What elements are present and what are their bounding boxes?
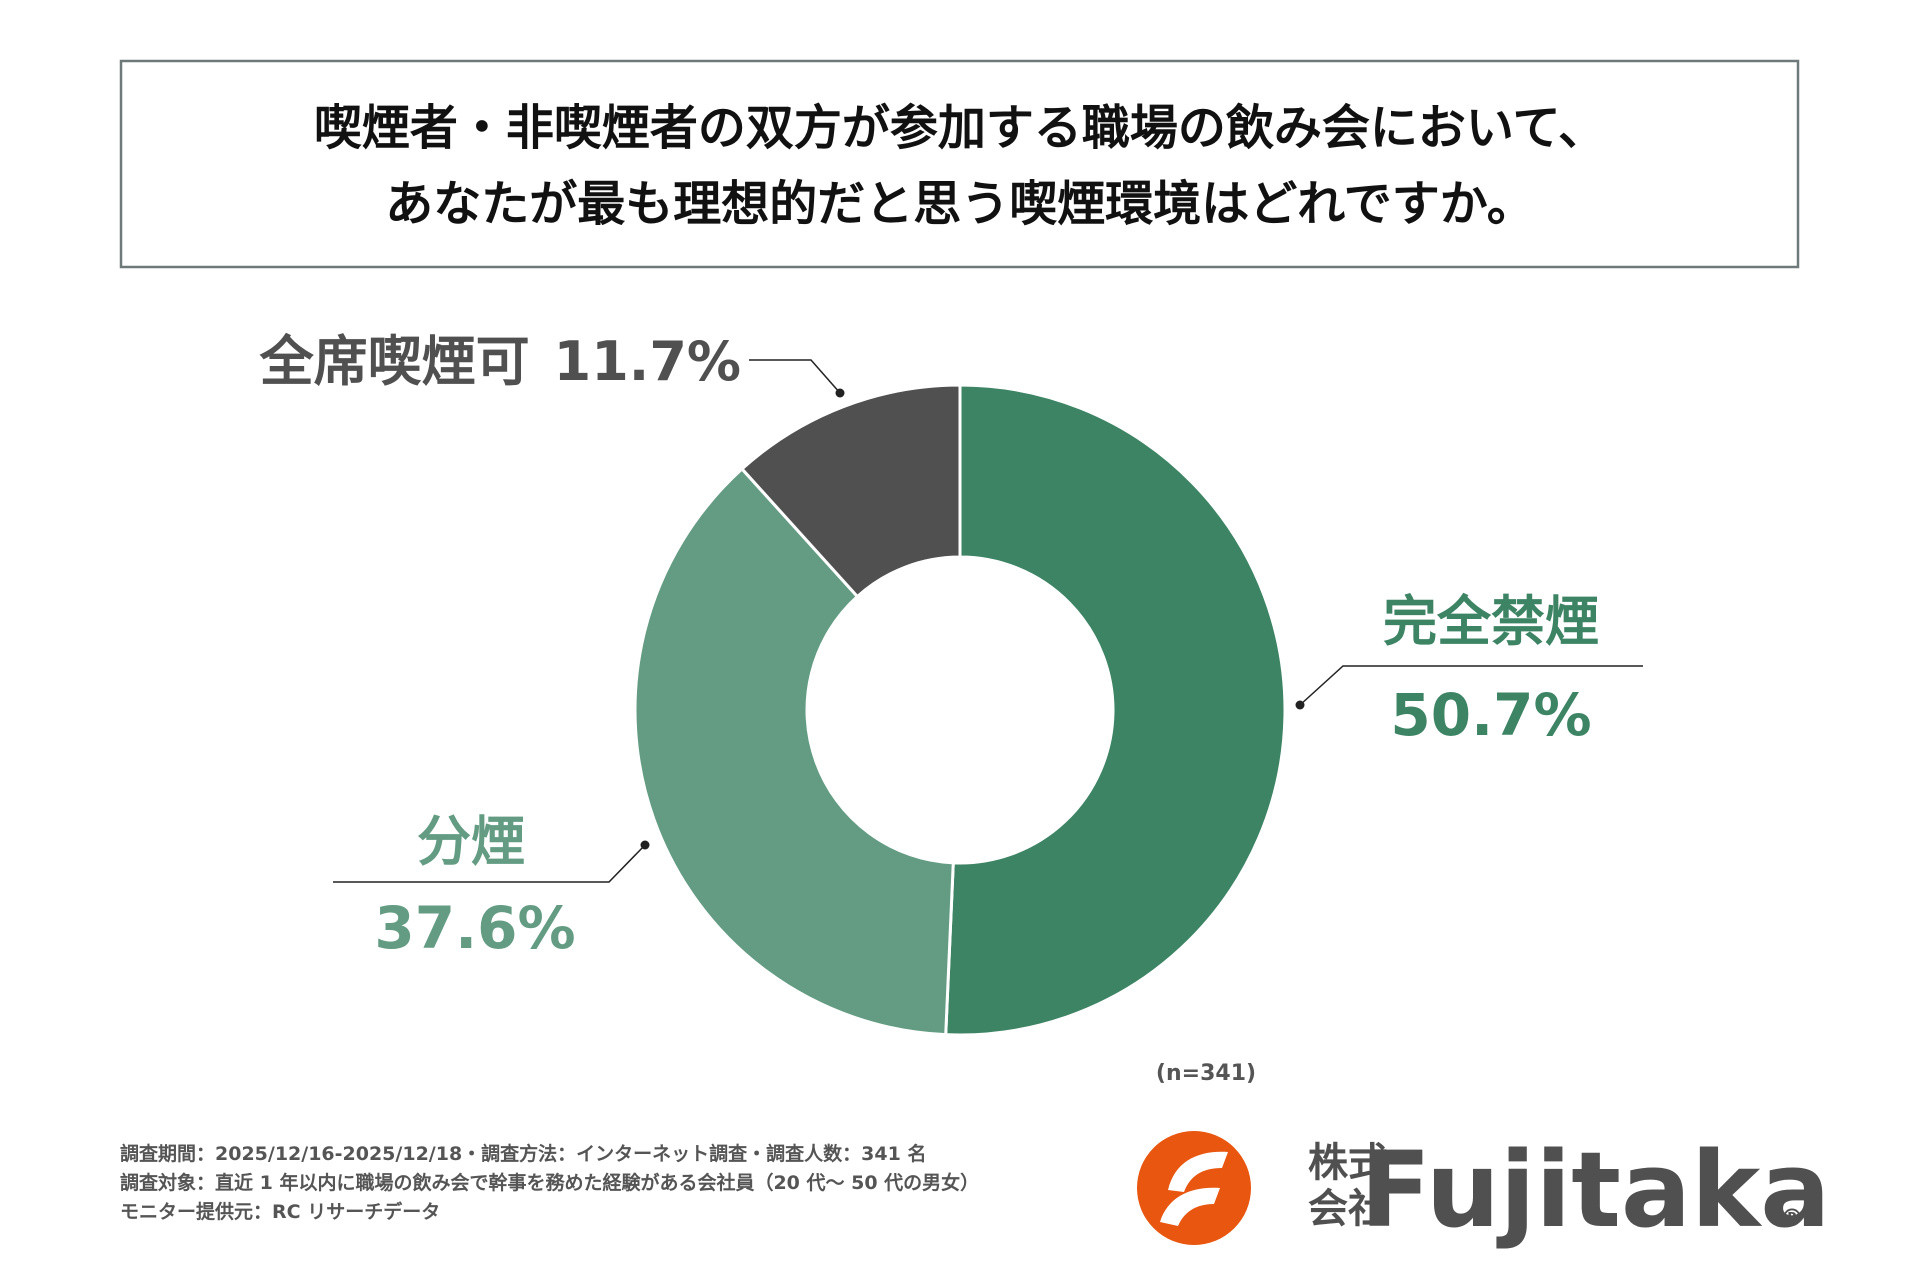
logo-registered: ® xyxy=(1780,1204,1804,1232)
footnote: 調査対象：直近 1 年以内に職場の飲み会で幹事を務めた経験がある会社員（20 代… xyxy=(120,1171,979,1194)
logo-icon-shape xyxy=(1168,1151,1228,1192)
value-label: 11.7% xyxy=(554,330,741,393)
value-label: 50.7% xyxy=(1390,681,1591,749)
leader-dot xyxy=(1295,700,1305,710)
logo-prefix: 会社 xyxy=(1308,1186,1388,1232)
donut-segment xyxy=(739,383,962,599)
donut-segment xyxy=(944,383,1287,1037)
logo: 株式 会社 Fujitaka ® xyxy=(1137,1129,1830,1251)
donut-segment xyxy=(633,466,955,1037)
leader-dot xyxy=(640,840,650,850)
logo-name: Fujitaka xyxy=(1360,1129,1830,1251)
category-label: 全席喫煙可 xyxy=(259,330,530,393)
leader-dot xyxy=(835,388,845,398)
footnote: 調査期間：2025/12/16-2025/12/18・調査方法：インターネット調… xyxy=(120,1142,926,1165)
chart-title: 喫煙者・非喫煙者の双方が参加する職場の飲み会において、 xyxy=(314,100,1606,156)
value-label: 37.6% xyxy=(374,894,575,962)
category-label: 完全禁煙 xyxy=(1383,590,1599,653)
chart-title: あなたが最も理想的だと思う喫煙環境はどれですか。 xyxy=(385,176,1535,232)
data-label: 全席喫煙可 11.7% xyxy=(259,330,741,393)
logo-icon-shape xyxy=(1160,1187,1220,1226)
footnote: モニター提供元：RC リサーチデータ xyxy=(120,1200,440,1223)
title-box xyxy=(119,59,1800,269)
category-label: 分煙 xyxy=(417,810,525,873)
logo-icon xyxy=(1137,1131,1251,1245)
logo-prefix: 株式 xyxy=(1308,1140,1388,1186)
sample-note: (n=341) xyxy=(1156,1061,1256,1086)
leader-line xyxy=(333,844,646,883)
leader-line xyxy=(749,359,841,394)
leader-line xyxy=(1299,665,1643,706)
